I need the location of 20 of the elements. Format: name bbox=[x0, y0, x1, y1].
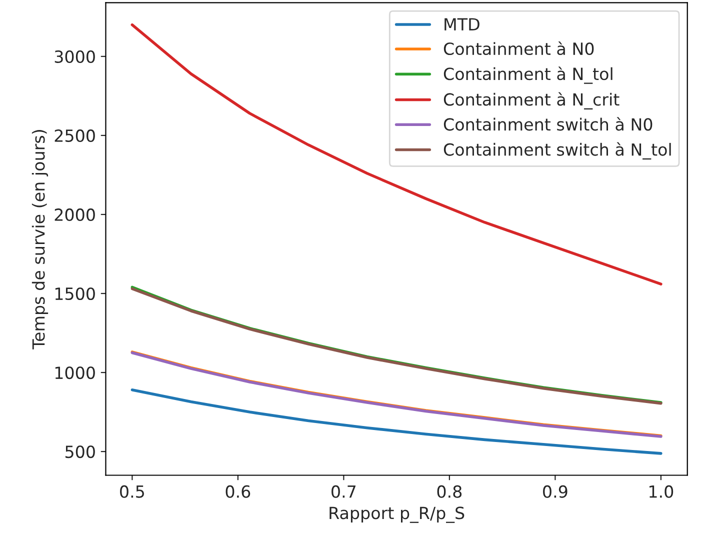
x-tick-label: 0.5 bbox=[120, 485, 144, 498]
y-tick-label: 2000 bbox=[54, 208, 95, 222]
legend-label: Containment à N_crit bbox=[444, 92, 620, 110]
legend-label: Containment switch à N0 bbox=[444, 117, 652, 131]
y-axis-title: Temps de survie (en jours) bbox=[32, 130, 48, 350]
legend-label: MTD bbox=[444, 18, 480, 30]
x-tick-label: 0.6 bbox=[226, 485, 250, 498]
y-tick-label: 2500 bbox=[54, 129, 95, 142]
y-tick-label: 1500 bbox=[55, 287, 95, 300]
x-tick-label: 0.7 bbox=[332, 485, 356, 498]
legend-label: Containment à N_tol bbox=[444, 66, 612, 84]
x-tick-label: 1.0 bbox=[650, 485, 674, 498]
x-tick-label: 0.8 bbox=[437, 485, 462, 498]
x-tick-label: 0.9 bbox=[543, 485, 568, 498]
legend-label: Containment switch à N_tol bbox=[444, 142, 671, 160]
y-tick-label: 500 bbox=[66, 446, 95, 458]
legend-label: Containment à N0 bbox=[444, 41, 594, 56]
x-axis-title: Rapport p_R/p_S bbox=[330, 506, 464, 523]
y-tick-label: 1000 bbox=[55, 366, 95, 380]
y-tick-label: 3000 bbox=[54, 50, 95, 63]
